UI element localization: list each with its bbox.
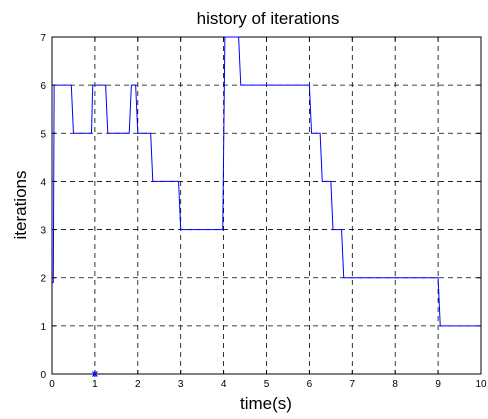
chart-title: history of iterations	[197, 9, 340, 28]
y-axis-title: iterations	[11, 171, 30, 240]
y-tick-label: 7	[40, 33, 46, 44]
x-tick-label: 3	[178, 379, 184, 390]
x-tick-label: 5	[264, 379, 270, 390]
x-tick-label: 8	[392, 379, 398, 390]
data-marker	[91, 371, 98, 377]
x-tick-label: 1	[92, 379, 98, 390]
y-tick-label: 5	[40, 129, 46, 140]
x-tick-label: 10	[475, 379, 487, 390]
y-tick-label: 0	[40, 370, 46, 381]
y-tick-label: 1	[40, 322, 46, 333]
grid	[52, 37, 481, 374]
x-tick-label: 2	[135, 379, 141, 390]
series-group	[52, 36, 481, 377]
x-axis-title: time(s)	[240, 394, 292, 413]
y-tick-label: 6	[40, 81, 46, 92]
y-tick-label: 2	[40, 274, 46, 285]
y-tick-label: 4	[40, 177, 46, 188]
plot-area	[51, 36, 482, 375]
x-tick-label: 0	[49, 379, 55, 390]
series-line	[52, 36, 481, 327]
x-tick-label: 4	[221, 379, 227, 390]
x-tick-label: 6	[307, 379, 313, 390]
axis-ticks: 0 1 2 3 4 5 6 7 8 9 10 0 1 2 3 4 5 6 7	[40, 33, 487, 390]
x-tick-label: 7	[350, 379, 356, 390]
x-tick-label: 9	[435, 379, 441, 390]
y-tick-label: 3	[40, 226, 46, 237]
